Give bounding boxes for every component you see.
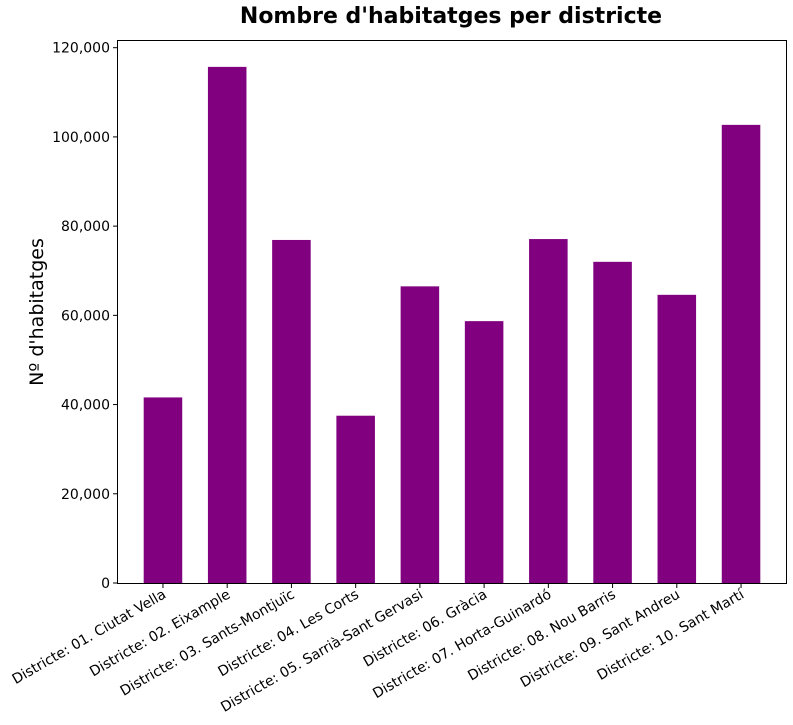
y-tick-label: 60,000 [61, 308, 110, 324]
chart-title: Nombre d'habitatges per districte [240, 4, 662, 29]
y-tick-label: 0 [101, 576, 110, 592]
y-tick-label: 80,000 [61, 219, 110, 235]
bars-group [143, 66, 761, 584]
plot-frame [117, 40, 787, 584]
bar [207, 66, 247, 584]
y-tick-label: 40,000 [61, 398, 110, 414]
y-axis-label: Nº d'habitatges [26, 238, 48, 386]
bar [464, 321, 504, 583]
bar [593, 261, 632, 583]
y-tick-label: 20,000 [61, 487, 110, 503]
bar [336, 415, 375, 583]
bar [400, 286, 440, 583]
bar [272, 239, 311, 584]
bar [529, 239, 568, 583]
y-tick-label: 100,000 [52, 130, 110, 146]
bar [721, 124, 761, 583]
bar [143, 397, 183, 583]
y-axis-ticks: 0 20,000 40,000 60,000 80,000 100,000 120,000 [52, 41, 118, 592]
bar [657, 294, 697, 583]
y-tick-label: 120,000 [52, 41, 110, 57]
